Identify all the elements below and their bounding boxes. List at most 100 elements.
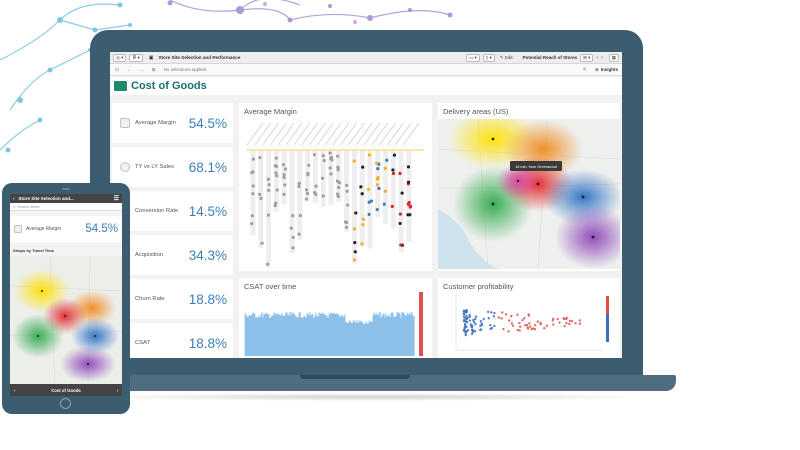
profit-point xyxy=(465,330,469,333)
margin-dot xyxy=(344,225,349,229)
phone-kpi-card[interactable]: Average Margin 54.5% xyxy=(10,216,122,242)
csat-title: CSAT over time xyxy=(244,282,297,291)
margin-dot xyxy=(304,188,309,192)
phone-travel-time-map[interactable] xyxy=(10,256,122,384)
forward-step-icon[interactable]: → xyxy=(139,67,144,72)
margin-dot xyxy=(266,213,270,217)
margin-dot xyxy=(267,183,271,187)
lasso-icon[interactable]: ⇱ xyxy=(583,66,587,72)
profit-point xyxy=(482,317,485,321)
phone-speaker xyxy=(62,188,70,190)
category-label-mark xyxy=(379,122,396,146)
phone-search-placeholder: Search sheet xyxy=(17,204,40,209)
clear-selections-icon[interactable]: ⊠ xyxy=(151,66,156,72)
bookmark-title[interactable]: Potential Reach of Stores xyxy=(522,55,578,60)
profit-point xyxy=(570,320,574,323)
profit-point xyxy=(480,323,484,327)
profit-point xyxy=(462,319,466,323)
kpi-card[interactable]: CSAT 18.8% xyxy=(112,323,233,358)
profit-point xyxy=(490,311,493,314)
margin-dot xyxy=(283,167,288,171)
profit-point xyxy=(470,332,474,336)
profit-point xyxy=(568,319,572,323)
phone-search-field[interactable]: ⌕ Search sheet xyxy=(10,203,122,211)
margin-dot xyxy=(251,184,255,188)
profit-point xyxy=(486,310,490,314)
app-toolbar: ◎ ▾ ≣ ▾ ▣ Store Site Selection and Perfo… xyxy=(110,52,622,64)
edit-button[interactable]: ✎ Edit xyxy=(498,54,515,62)
average-margin-panel[interactable]: Average Margin xyxy=(239,103,432,271)
laptop-base-notch xyxy=(300,375,410,379)
prev-sheet-icon[interactable]: ‹ xyxy=(596,54,599,61)
profit-point xyxy=(532,327,535,330)
phone-kpi-value: 54.5% xyxy=(85,223,118,235)
kpi-card[interactable]: TY vs LY Sales 68.1% xyxy=(112,147,233,187)
hamburger-menu-icon[interactable]: ☰ xyxy=(113,196,119,202)
margin-dot xyxy=(345,183,349,187)
margin-strip xyxy=(390,151,396,229)
global-menu-button[interactable]: ◎ ▾ xyxy=(113,53,127,62)
delivery-map[interactable]: 18 min. from Greenwood xyxy=(438,119,620,269)
kpi-card[interactable]: Churn Rate 18.8% xyxy=(112,279,233,319)
export-button[interactable]: ▯ ▾ xyxy=(482,53,495,62)
phone-home-button[interactable] xyxy=(60,398,71,409)
category-label-mark xyxy=(254,122,272,146)
margin-dot xyxy=(374,161,379,165)
kpi-card[interactable]: Conversion Rate 14.5% xyxy=(112,191,233,231)
gear-icon xyxy=(120,162,130,172)
profit-point xyxy=(528,322,531,325)
profit-point xyxy=(463,323,467,326)
back-step-icon[interactable]: ← xyxy=(126,67,132,72)
delivery-areas-panel[interactable]: Delivery areas (US) xyxy=(438,103,620,271)
smart-search-icon[interactable]: ⊡ xyxy=(115,66,119,72)
customer-profitability-title: Customer profitability xyxy=(443,282,514,291)
kpi-card[interactable]: Average Margin 54.5% xyxy=(112,103,233,143)
margin-dot xyxy=(321,194,325,198)
margin-dot xyxy=(260,241,264,245)
network-decoration xyxy=(0,0,453,153)
profit-point xyxy=(489,323,492,327)
bookmark-button[interactable]: ⊞ ▾ xyxy=(580,53,594,62)
insights-icon[interactable]: ⊕ xyxy=(594,66,599,72)
profit-point xyxy=(473,330,477,333)
profit-point xyxy=(552,323,555,326)
category-label-mark xyxy=(387,122,404,146)
margin-dot xyxy=(398,212,402,216)
sheets-grid-button[interactable]: ▦ xyxy=(608,53,619,62)
next-sheet-icon[interactable]: › xyxy=(601,54,603,61)
profit-point xyxy=(563,324,566,328)
app-menu-button[interactable]: ≣ ▾ xyxy=(129,53,143,62)
category-label-mark xyxy=(316,122,334,146)
margin-dot xyxy=(383,166,387,171)
margin-dot xyxy=(320,176,325,180)
margin-dot xyxy=(297,184,301,188)
profit-point xyxy=(519,325,522,328)
kpi-label: CSAT xyxy=(135,340,151,346)
clipboard-icon: ▯ ▾ xyxy=(485,54,492,60)
profit-point xyxy=(518,329,521,332)
margin-dot xyxy=(282,192,286,196)
compass-icon: ◎ ▾ xyxy=(116,54,124,60)
comment-button[interactable]: ▭ ▾ xyxy=(466,53,480,62)
margin-dot xyxy=(408,204,412,208)
csat-highlight-bar xyxy=(419,292,423,356)
profit-point xyxy=(464,333,467,337)
kpi-card[interactable]: Acquisition 34.3% xyxy=(112,235,233,275)
margin-dot xyxy=(251,170,255,174)
phone-next-icon[interactable]: › xyxy=(116,387,118,393)
profit-point xyxy=(516,328,519,332)
phone-prev-icon[interactable]: ‹ xyxy=(14,387,16,393)
profit-point xyxy=(465,320,468,323)
margin-dot xyxy=(382,202,386,206)
sheet-header: Cost of Goods xyxy=(110,77,622,95)
margin-dot xyxy=(367,187,371,191)
insights-button[interactable]: Insights xyxy=(600,67,618,72)
profit-point xyxy=(474,317,477,321)
margin-dot xyxy=(258,192,262,196)
profit-point xyxy=(545,324,549,328)
csat-panel[interactable]: CSAT over time xyxy=(239,278,432,358)
back-icon[interactable]: ‹ xyxy=(13,196,15,201)
margin-dot xyxy=(336,168,340,172)
customer-profitability-panel[interactable]: Customer profitability xyxy=(438,278,620,358)
